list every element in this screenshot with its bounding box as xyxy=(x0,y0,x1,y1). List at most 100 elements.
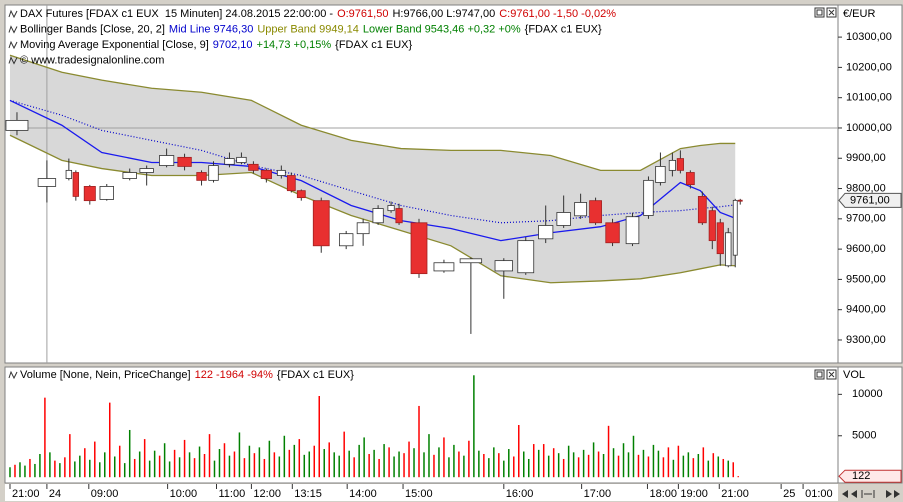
volume-bar xyxy=(64,457,66,478)
candle-body xyxy=(338,233,354,247)
volume-bar xyxy=(438,447,440,478)
volume-bar xyxy=(647,456,650,478)
volume-bar xyxy=(333,452,335,478)
candle-body xyxy=(625,216,640,245)
volume-panel xyxy=(4,366,839,484)
volume-bar xyxy=(672,459,675,478)
y-tick-label: 10000,00 xyxy=(846,122,892,134)
volume-bar xyxy=(448,457,450,478)
candle-body xyxy=(387,205,395,212)
volume-bar xyxy=(108,402,111,478)
volume-bar xyxy=(203,454,206,478)
candle-body xyxy=(99,186,114,200)
maximize-button[interactable] xyxy=(814,369,825,380)
close-icon xyxy=(828,9,835,16)
window-controls[interactable] xyxy=(814,7,837,380)
volume-bar xyxy=(59,463,61,478)
x-tick-label: 12:00 xyxy=(253,488,281,500)
candle-body xyxy=(122,172,137,179)
x-tick-label: 01:00 xyxy=(805,488,833,500)
volume-bar xyxy=(523,451,525,478)
volume-bar xyxy=(19,462,21,478)
volume-bar xyxy=(717,456,720,478)
legend-line: © www.tradesignalonline.com xyxy=(20,54,164,66)
candle-body xyxy=(410,222,428,275)
volume-bar xyxy=(143,439,146,478)
volume-bar xyxy=(193,458,196,478)
volume-bar xyxy=(687,452,690,478)
zoom[interactable] xyxy=(861,490,875,498)
volume-bar xyxy=(178,457,181,478)
volume-bar xyxy=(737,476,739,478)
volume-bar xyxy=(433,454,435,478)
volume-bar xyxy=(113,456,116,478)
candle-body xyxy=(676,158,684,171)
volume-bar xyxy=(473,375,475,478)
volume-bar xyxy=(208,434,211,478)
volume-bar xyxy=(637,454,640,478)
volume-bar xyxy=(453,444,455,478)
candle-body xyxy=(236,156,247,163)
y-tick-label: 10100,00 xyxy=(846,92,892,104)
candle-body xyxy=(83,186,96,202)
volume-bar xyxy=(233,451,236,478)
volume-bar xyxy=(488,458,490,478)
volume-bar xyxy=(552,448,555,478)
x-tick-label: 24 xyxy=(49,488,61,500)
volume-bar xyxy=(248,445,251,478)
volume-bar xyxy=(223,443,226,478)
volume-bar xyxy=(463,455,465,478)
x-tick-label: 17:00 xyxy=(584,488,612,500)
volume-bar xyxy=(348,450,350,478)
legend-icon xyxy=(8,40,18,50)
volume-bar xyxy=(532,444,535,478)
volume-bar xyxy=(253,453,256,478)
scroll-controls[interactable] xyxy=(842,490,900,498)
volume-bar xyxy=(69,434,71,478)
volume-bar xyxy=(702,447,705,478)
volume-bar xyxy=(198,446,201,478)
volume-bar xyxy=(587,454,590,478)
volume-bar xyxy=(493,447,495,478)
y-tick-label: 5000 xyxy=(852,430,876,442)
volume-bar xyxy=(498,453,500,478)
volume-bar xyxy=(118,445,121,478)
volume-bar xyxy=(642,449,645,478)
legend-line: Moving Average Exponential [Close, 9] 970… xyxy=(20,39,412,51)
candle-body xyxy=(574,202,588,217)
candle-body xyxy=(312,200,330,247)
volume-bar xyxy=(338,455,340,478)
maximize-button[interactable] xyxy=(814,7,825,18)
volume-bar xyxy=(508,449,510,478)
candle-body xyxy=(260,169,272,179)
volume-bar xyxy=(133,458,136,478)
candle-body xyxy=(139,168,154,173)
maximize-icon xyxy=(816,371,823,378)
scroll-left[interactable] xyxy=(842,490,857,498)
legend-text: Bollinger Bands [Close, 20, 2] xyxy=(20,23,165,35)
volume-bar xyxy=(238,432,241,478)
maximize-icon xyxy=(816,9,823,16)
volume-bar xyxy=(682,455,685,478)
volume-bar xyxy=(123,463,126,478)
volume-bar xyxy=(323,449,325,478)
volume-bar xyxy=(468,440,470,478)
candle-body xyxy=(276,169,286,176)
volume-bar xyxy=(153,450,156,478)
volume-bar xyxy=(173,449,176,478)
scroll-right[interactable] xyxy=(886,490,900,498)
legend-line: Bollinger Bands [Close, 20, 2] Mid Line 9… xyxy=(20,23,602,35)
volume-bar xyxy=(428,434,430,478)
volume-bar xyxy=(707,460,710,478)
axis-unit: €/EUR xyxy=(843,8,875,20)
x-tick-label: 11:00 xyxy=(218,488,245,500)
y-tick-label: 9300,00 xyxy=(846,334,886,346)
volume-bar xyxy=(443,437,445,478)
volume-bar xyxy=(408,441,410,478)
x-tick-label: 19:00 xyxy=(680,488,708,500)
legend-text: DAX Futures [FDAX c1 EUX 15 Minuten] 24.… xyxy=(20,8,333,20)
volume-bar xyxy=(607,425,610,478)
candle-body xyxy=(433,262,455,272)
volume-bar xyxy=(54,460,56,478)
